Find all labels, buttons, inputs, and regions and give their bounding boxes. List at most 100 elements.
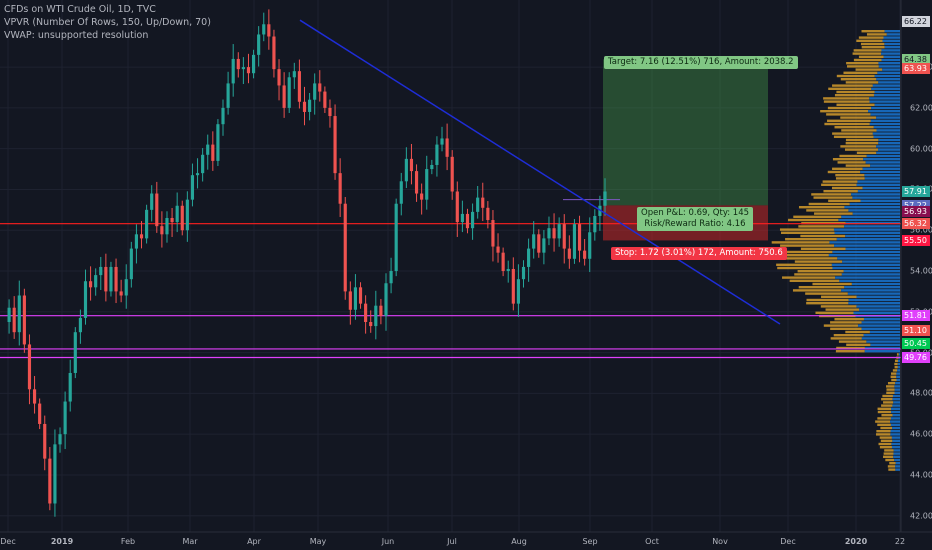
vp-bar-up xyxy=(838,218,900,222)
price-badge: 64.38 xyxy=(902,53,930,65)
candle-body xyxy=(7,307,11,322)
candle-body xyxy=(430,164,434,170)
vp-bar-up xyxy=(877,71,900,74)
candle-body xyxy=(384,283,388,316)
vp-bar-down xyxy=(877,423,891,426)
candle-body xyxy=(83,281,88,318)
target-zone xyxy=(563,59,768,241)
time-tick: Feb xyxy=(120,537,136,546)
vp-bar-down xyxy=(806,302,849,305)
vp-bar-down xyxy=(844,148,878,151)
vp-bar-up xyxy=(890,433,900,436)
vp-bar-down xyxy=(832,158,864,161)
vp-bar-up xyxy=(871,106,900,110)
price-badge: 57.22 xyxy=(902,199,930,211)
candle-body xyxy=(455,191,459,223)
vp-bar-down xyxy=(894,359,898,362)
vp-bar-up xyxy=(881,58,900,62)
vp-bar-up xyxy=(844,286,900,289)
vp-bar-up xyxy=(895,465,900,468)
candle-body xyxy=(562,224,566,249)
vp-bar-down xyxy=(861,30,885,33)
vp-bar-down xyxy=(780,244,835,247)
candle-body xyxy=(185,199,189,231)
price-tick: 60.00 xyxy=(910,144,932,154)
vp-bar-down xyxy=(828,87,872,90)
vp-bar-up xyxy=(878,142,900,145)
candle-body xyxy=(17,295,21,333)
candle-body xyxy=(353,287,358,310)
candle-body xyxy=(78,317,82,333)
vp-bar-down xyxy=(822,180,858,183)
vwap-legend[interactable]: VWAP: unsupported resolution xyxy=(4,30,149,41)
candle-body xyxy=(567,248,571,259)
candle-body xyxy=(27,344,32,390)
vp-bar-up xyxy=(863,334,900,337)
vp-bar-up xyxy=(865,161,900,164)
candle-body xyxy=(145,209,149,239)
candle-body xyxy=(542,238,546,253)
vpvr-legend[interactable]: VPVR (Number Of Rows, 150, Up/Down, 70) xyxy=(4,17,211,28)
vp-bar-up xyxy=(876,151,900,154)
vp-bar-down xyxy=(894,366,898,369)
time-tick: May xyxy=(309,537,327,546)
vp-bar-down xyxy=(858,36,884,39)
vp-bar-down xyxy=(858,55,884,58)
vp-bar-up xyxy=(852,196,900,199)
vp-bar-up xyxy=(836,238,900,241)
vp-bar-down xyxy=(836,74,875,78)
candle-body xyxy=(139,234,144,239)
vp-bar-down xyxy=(856,39,883,42)
vp-bar-down xyxy=(789,279,840,282)
vp-bar-up xyxy=(872,84,900,87)
vp-bar-down xyxy=(852,52,882,55)
vp-bar-down xyxy=(781,231,835,234)
vp-bar-up xyxy=(849,202,900,206)
vp-bar-down xyxy=(792,289,842,292)
vp-bar-up xyxy=(891,410,900,414)
trendline[interactable] xyxy=(299,19,781,325)
candle-body xyxy=(460,213,464,223)
vp-bar-up xyxy=(857,180,900,183)
vp-bar-up xyxy=(861,321,900,324)
candle-body xyxy=(262,24,266,35)
candle-body xyxy=(170,218,174,223)
vp-bar-up xyxy=(839,279,900,282)
vp-bar-up xyxy=(832,250,900,254)
vp-bar-down xyxy=(797,270,844,273)
candle-body xyxy=(73,332,77,373)
candle-body xyxy=(226,83,230,108)
vp-bar-down xyxy=(881,414,893,417)
candle-body xyxy=(282,85,286,108)
candle-body xyxy=(414,171,419,194)
candle-body xyxy=(38,403,42,424)
candle-body xyxy=(22,295,26,345)
vp-bar-up xyxy=(895,382,900,385)
vp-bar-down xyxy=(886,391,895,394)
vp-bar-down xyxy=(811,193,852,196)
vp-bar-down xyxy=(876,433,891,436)
time-tick: Jul xyxy=(447,537,457,546)
vp-bar-up xyxy=(832,266,900,270)
vp-bar-up xyxy=(890,417,900,420)
vp-bar-down xyxy=(877,417,891,420)
candle-body xyxy=(89,281,93,288)
vp-bar-down xyxy=(826,113,871,116)
vp-bar-up xyxy=(874,90,900,94)
price-badge: 56.93 xyxy=(902,205,930,217)
candle-body xyxy=(114,266,118,292)
candle-body xyxy=(68,372,72,402)
vp-bar-up xyxy=(834,231,900,234)
vp-bar-up xyxy=(863,158,900,161)
vp-bar-down xyxy=(785,238,837,241)
vp-bar-down xyxy=(839,154,867,158)
symbol-legend[interactable]: CFDs on WTI Crude Oil, 1D, TVC xyxy=(4,4,156,15)
candle-body xyxy=(277,69,281,86)
vp-bar-up xyxy=(893,452,900,455)
candle-body xyxy=(481,197,485,208)
candle-body xyxy=(491,220,495,247)
candle-body xyxy=(302,101,307,112)
vp-bar-up xyxy=(831,263,900,266)
vp-bar-up xyxy=(869,122,900,126)
